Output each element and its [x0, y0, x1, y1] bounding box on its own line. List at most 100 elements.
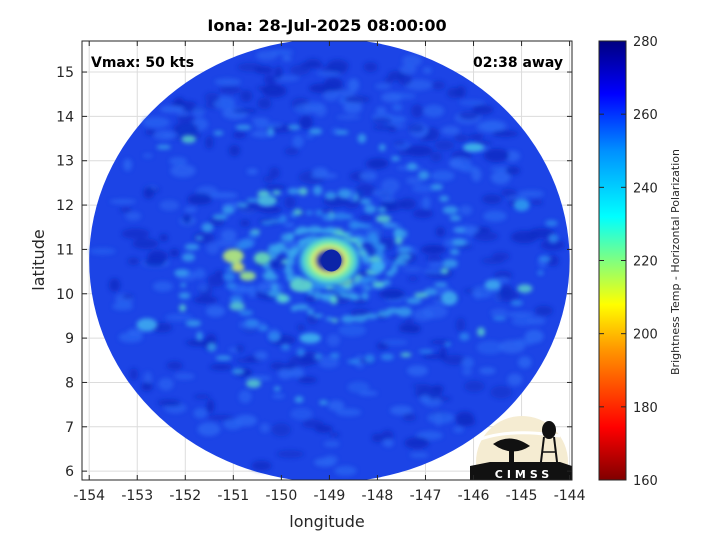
rain-band-cell — [307, 308, 315, 316]
rain-band-cell — [348, 281, 361, 287]
texture-speck — [194, 394, 211, 400]
texture-speck — [284, 147, 299, 156]
texture-speck — [272, 394, 285, 399]
texture-speck — [344, 95, 371, 103]
rain-band-cell — [330, 352, 340, 359]
texture-speck — [406, 365, 428, 377]
rain-band-cell — [538, 255, 552, 263]
texture-speck — [412, 208, 434, 219]
texture-speck — [483, 148, 510, 163]
rain-band-cell — [537, 270, 544, 276]
rain-band-cell — [397, 247, 412, 252]
texture-speck — [261, 84, 287, 98]
texture-speck — [420, 244, 447, 255]
rain-band-cell — [232, 368, 245, 375]
rain-band-cell — [179, 304, 186, 312]
rain-band-cell — [359, 198, 372, 205]
rain-band-cell — [312, 313, 324, 318]
rain-band-cell — [406, 162, 418, 171]
texture-speck — [278, 368, 293, 380]
texture-speck — [305, 58, 321, 67]
texture-speck — [143, 186, 155, 199]
water-tower-icon — [542, 421, 556, 439]
texture-speck — [472, 104, 494, 115]
texture-speck — [89, 247, 116, 255]
texture-speck — [393, 141, 406, 146]
rain-band-cell — [180, 282, 187, 288]
convective-cell — [370, 261, 385, 274]
colorbar-tick-label: 180 — [633, 401, 658, 416]
rain-band-cell — [400, 352, 412, 357]
rain-band-cell — [386, 307, 400, 314]
texture-speck — [398, 149, 410, 156]
convective-cell — [253, 252, 271, 265]
rain-band-cell — [442, 258, 458, 269]
x-tick-label: -149 — [314, 488, 346, 504]
texture-speck — [459, 100, 486, 106]
texture-speck — [170, 164, 196, 178]
texture-speck — [372, 125, 397, 130]
rain-band-cell — [307, 289, 314, 296]
rain-band-cell — [454, 228, 466, 233]
rain-band-cell — [298, 187, 308, 196]
texture-speck — [435, 226, 446, 237]
texture-speck — [455, 317, 466, 332]
texture-speck — [297, 376, 317, 384]
rain-band-cell — [440, 268, 449, 274]
convective-cell — [239, 271, 256, 281]
texture-speck — [409, 452, 429, 459]
texture-speck — [527, 316, 546, 325]
texture-speck — [263, 74, 277, 85]
cimss-logo: CIMSS — [470, 416, 572, 480]
texture-speck — [481, 194, 502, 204]
texture-speck — [290, 64, 311, 76]
texture-speck — [495, 289, 520, 303]
rain-band-cell — [333, 212, 348, 220]
texture-speck — [431, 80, 446, 90]
x-tick-label: -147 — [410, 488, 442, 504]
rain-band-cell — [444, 341, 452, 347]
rain-band-cell — [235, 124, 252, 131]
texture-speck — [251, 460, 272, 472]
rain-band-cell — [392, 261, 408, 266]
texture-speck — [348, 78, 360, 92]
rain-band-cell — [433, 282, 448, 287]
texture-speck — [157, 399, 181, 407]
texture-speck — [335, 408, 362, 417]
colorbar-tick-label: 280 — [633, 35, 658, 50]
rain-band-cell — [213, 130, 224, 136]
texture-speck — [413, 308, 434, 321]
rain-band-cell — [352, 193, 359, 202]
texture-speck — [152, 281, 173, 292]
texture-speck — [284, 222, 295, 228]
texture-speck — [392, 103, 403, 112]
texture-speck — [273, 66, 283, 79]
rain-band-cell — [178, 292, 191, 299]
texture-speck — [169, 248, 180, 258]
rain-band-cell — [364, 354, 375, 364]
rain-band-cell — [174, 269, 189, 277]
texture-speck — [468, 134, 485, 140]
rain-band-cell — [238, 309, 254, 316]
texture-speck — [518, 190, 545, 198]
texture-speck — [381, 339, 408, 346]
rain-band-cell — [363, 313, 379, 320]
texture-speck — [205, 305, 226, 317]
texture-speck — [412, 184, 435, 193]
texture-speck — [389, 405, 413, 416]
texture-speck — [205, 136, 214, 149]
rain-band-cell — [393, 227, 403, 237]
y-tick-label: 15 — [56, 65, 74, 81]
texture-speck — [206, 399, 215, 414]
x-tick-label: -154 — [73, 488, 105, 504]
texture-speck — [141, 382, 153, 392]
texture-speck — [282, 55, 292, 62]
dish-stand — [509, 448, 514, 462]
texture-speck — [375, 106, 387, 114]
texture-speck — [159, 233, 169, 242]
x-tick-label: -144 — [554, 488, 586, 504]
texture-speck — [421, 196, 431, 210]
rain-band-cell — [391, 156, 400, 162]
texture-speck — [193, 295, 218, 304]
colorbar-tick-label: 240 — [633, 181, 658, 196]
